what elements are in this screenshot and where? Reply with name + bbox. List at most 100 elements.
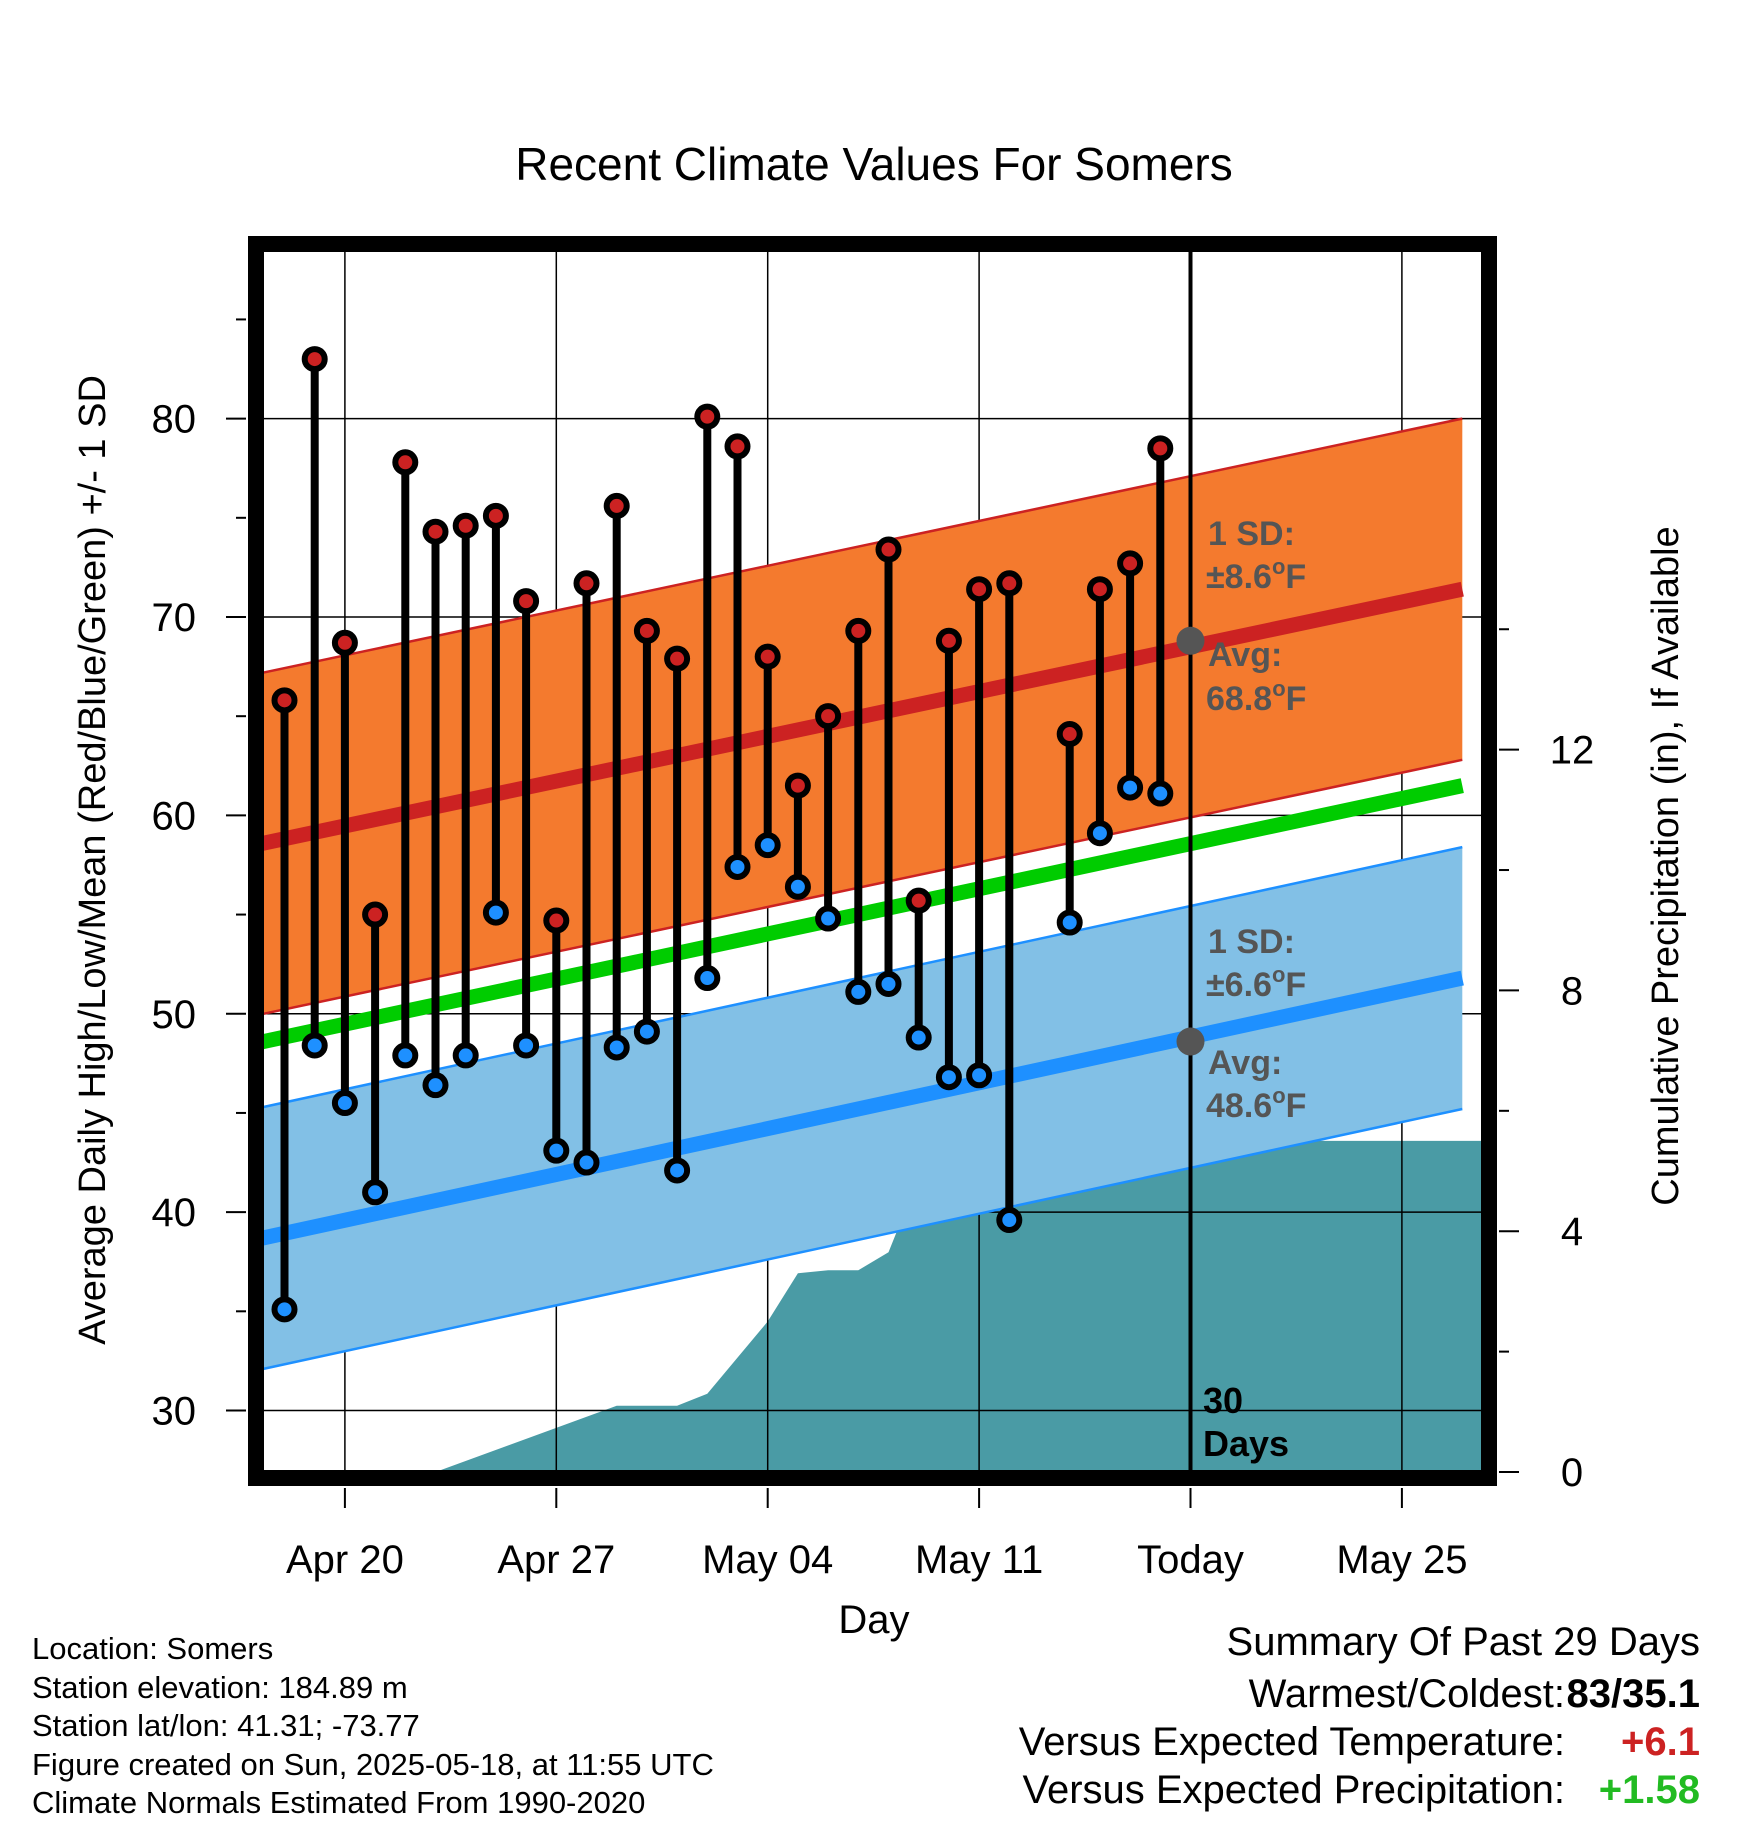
low-point (935, 1064, 962, 1091)
today-high-avg-marker (1176, 626, 1205, 655)
precip-label: Versus Expected Precipitation: (1022, 1768, 1565, 1812)
x-tick-label: Today (1137, 1538, 1244, 1582)
low-point (1056, 909, 1083, 936)
low-point (392, 1042, 419, 1069)
y2-tick-label: 4 (1561, 1210, 1583, 1254)
today-label-days: Days (1203, 1423, 1289, 1464)
low-point (664, 1157, 691, 1184)
high-point (905, 887, 932, 914)
warm-cold-label: Warmest/Coldest: (1248, 1672, 1565, 1716)
summary-warm-cold: Warmest/Coldest: 83/35.1 (1249, 1672, 1700, 1717)
high-point (664, 645, 691, 672)
y2-tick-label: 12 (1550, 729, 1595, 773)
today-low-avg-marker (1176, 1027, 1205, 1056)
low-point (543, 1137, 570, 1164)
low-normal-lower-sd (262, 1107, 1463, 1371)
high-point (875, 536, 902, 563)
low-point (1086, 820, 1113, 847)
low-point (875, 970, 902, 997)
today-label-30: 30 (1203, 1380, 1243, 1421)
temp-label: Versus Expected Temperature: (1018, 1720, 1565, 1764)
high-avg-value: 68.8oF (1206, 676, 1306, 718)
summary-title: Summary Of Past 29 Days (1226, 1620, 1700, 1664)
created-text: Figure created on Sun, 2025-05-18, at 11… (32, 1746, 714, 1782)
y-tick-label: 70 (152, 596, 197, 640)
low-normal-avg-line (262, 970, 1464, 1246)
low-point (513, 1032, 540, 1059)
y-tick-label: 50 (152, 993, 197, 1037)
y-axis-label: Average Daily High/Low/Mean (Red/Blue/Gr… (72, 375, 114, 1345)
low-point (966, 1062, 993, 1089)
low-point (331, 1090, 358, 1117)
summary-precip: Versus Expected Precipitation: +1.58 (1022, 1768, 1700, 1813)
low-point (603, 1034, 630, 1061)
y2-tick-label: 8 (1561, 969, 1583, 1013)
high-point (724, 433, 751, 460)
low-sd-label: 1 SD: (1208, 923, 1295, 961)
normals-text: Climate Normals Estimated From 1990-2020 (32, 1785, 646, 1820)
y-tick-label: 30 (152, 1390, 197, 1434)
chart-title: Recent Climate Values For Somers (515, 138, 1233, 190)
low-point (1147, 780, 1174, 807)
y-tick-label: 80 (152, 398, 197, 442)
low-avg-value: 48.6oF (1206, 1083, 1306, 1125)
low-point (996, 1207, 1023, 1234)
low-point (301, 1032, 328, 1059)
high-point (422, 518, 449, 545)
x-tick-label: May 25 (1336, 1538, 1467, 1582)
low-point (815, 905, 842, 932)
low-avg-label: Avg: (1208, 1044, 1282, 1082)
high-point (301, 346, 328, 373)
x-tick-label: May 04 (702, 1538, 833, 1582)
warm-cold-value: 83/35.1 (1566, 1672, 1700, 1716)
y-tick-label: 60 (152, 794, 197, 838)
high-point (1117, 550, 1144, 577)
precip-value: +1.58 (1598, 1768, 1700, 1812)
high-point (966, 576, 993, 603)
high-point (694, 403, 721, 430)
low-point (724, 853, 751, 880)
high-point (573, 570, 600, 597)
low-sd-value: ±6.6oF (1206, 962, 1306, 1004)
low-point (905, 1024, 932, 1051)
high-sd-label: 1 SD: (1208, 515, 1295, 553)
high-point (1147, 435, 1174, 462)
high-point (935, 627, 962, 654)
summary-temp: Versus Expected Temperature: +6.1 (1019, 1720, 1700, 1765)
low-point (633, 1018, 660, 1045)
low-point (845, 978, 872, 1005)
high-point (392, 449, 419, 476)
high-point (543, 907, 570, 934)
low-point (422, 1072, 449, 1099)
high-point (482, 502, 509, 529)
high-point (452, 512, 479, 539)
precip-area (435, 1140, 1483, 1472)
high-point (603, 492, 630, 519)
high-point (996, 570, 1023, 597)
station-info: Location: Somers Station elevation: 184.… (32, 1630, 714, 1823)
high-point (845, 617, 872, 644)
location-text: Location: Somers (32, 1631, 274, 1666)
low-point (482, 899, 509, 926)
high-point (513, 588, 540, 615)
low-point (754, 832, 781, 859)
temp-value: +6.1 (1621, 1720, 1700, 1764)
high-point (271, 687, 298, 714)
high-point (784, 772, 811, 799)
low-point (1117, 774, 1144, 801)
high-normal-upper-sd (262, 417, 1463, 675)
plot-interior (262, 250, 1483, 1472)
x-tick-label: May 11 (915, 1538, 1043, 1582)
high-point (1086, 576, 1113, 603)
high-point (754, 643, 781, 670)
low-point (784, 873, 811, 900)
low-point (694, 965, 721, 992)
plot-frame (248, 236, 1497, 1486)
high-point (815, 703, 842, 730)
high-avg-label: Avg: (1208, 636, 1282, 674)
high-point (331, 629, 358, 656)
high-sd-value: ±8.6oF (1206, 554, 1306, 596)
y-tick-label: 40 (152, 1191, 197, 1235)
